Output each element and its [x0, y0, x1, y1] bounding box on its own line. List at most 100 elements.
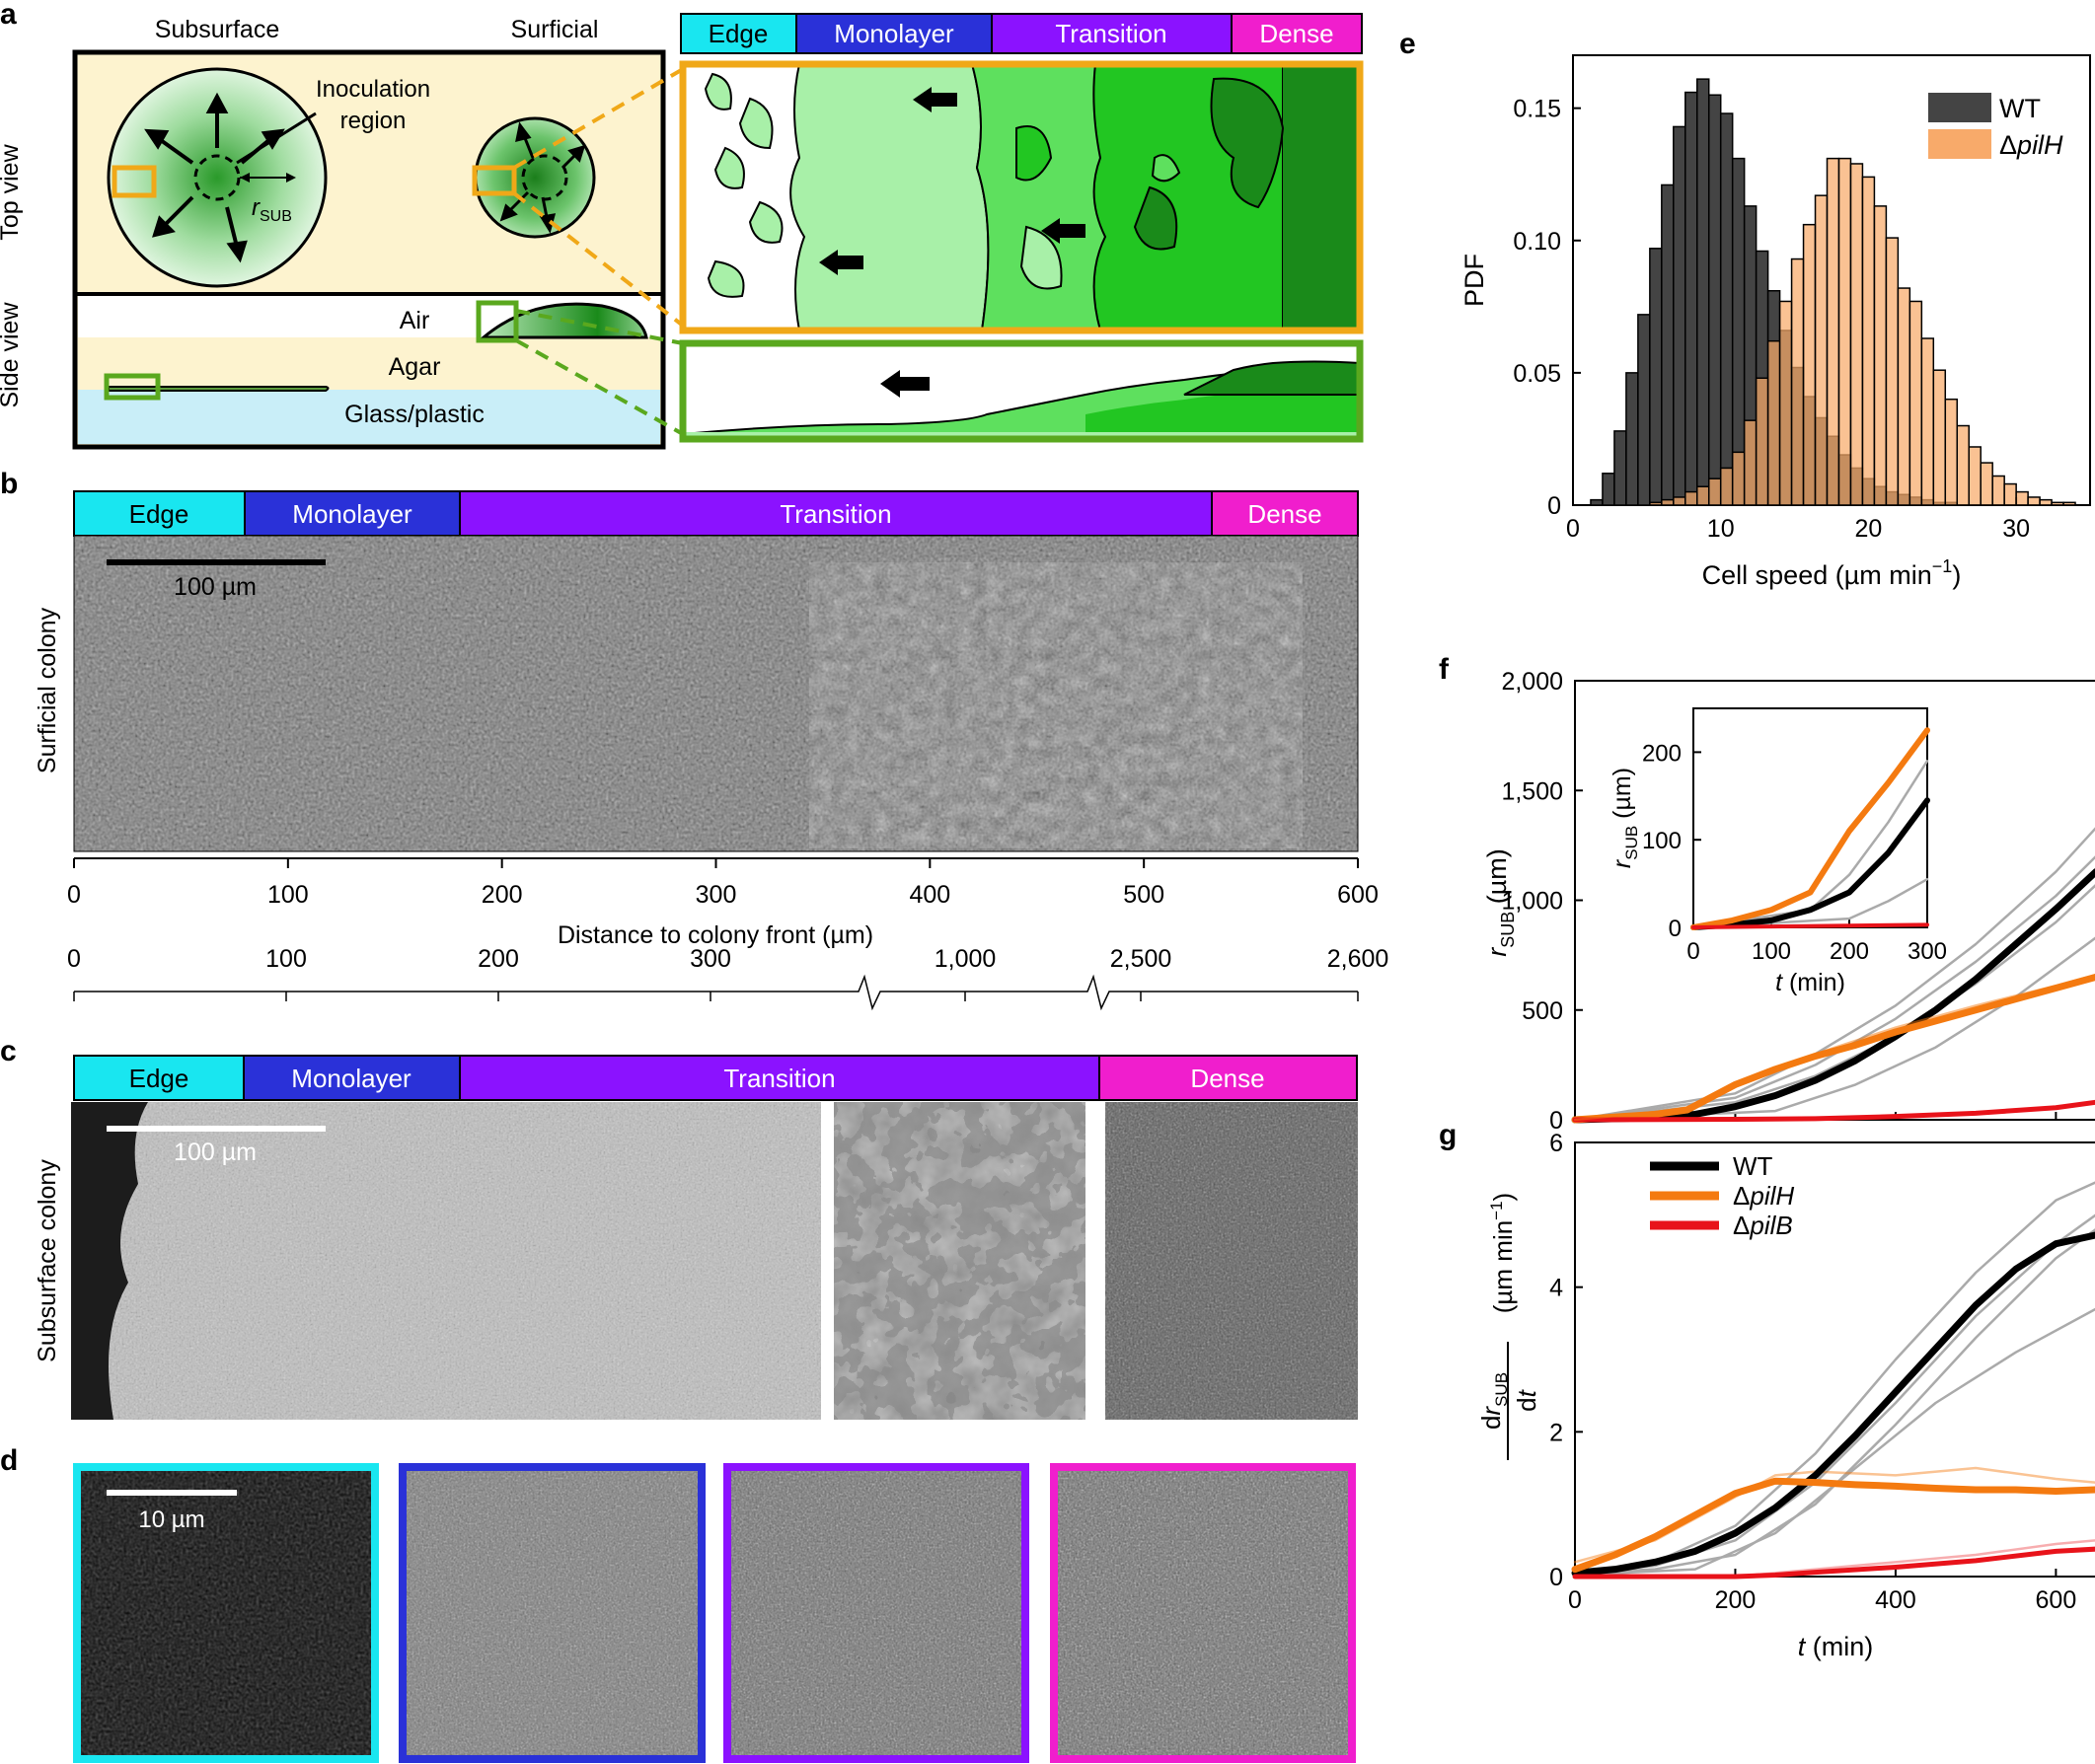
svg-text:Edge: Edge: [129, 499, 189, 529]
e-legend: WT ΔpilH: [1928, 93, 2063, 160]
hist-bar-pilh: [1649, 501, 1663, 506]
f-replicate-trace: [1573, 855, 2095, 1122]
svg-text:Side view: Side view: [0, 302, 24, 408]
y-tick-label: 100: [1642, 828, 1682, 854]
broken-tick-label: 0: [67, 945, 81, 973]
b-axis-ticks: 0 100 200 300 400 500 600: [67, 858, 1379, 909]
x-tick-label: 200: [1830, 938, 1869, 965]
b-tick-label: 600: [1337, 881, 1379, 909]
hist-bar-wt: [1696, 78, 1710, 506]
b-tick-label: 400: [909, 881, 950, 909]
inset-line-pilh: [1690, 727, 1930, 930]
panel-label-g: g: [1439, 1119, 1457, 1151]
side-view-label: Side view: [0, 302, 24, 408]
y-tick-label: 2,000: [1501, 668, 1563, 696]
hist-bar-pilh: [1908, 300, 1923, 506]
surficial-colony-label: Surficial colony: [34, 607, 61, 773]
subsurface-zoom-box: [112, 165, 157, 198]
x-tick-label: 0: [1566, 515, 1580, 543]
svg-text:Subsurface colony: Subsurface colony: [34, 1159, 61, 1362]
hist-bar-pilh: [1968, 446, 1982, 506]
y-tick-label: 0: [1669, 916, 1682, 942]
svg-text:dt: dt: [1512, 1388, 1541, 1411]
y-tick-label: 200: [1642, 740, 1682, 767]
zone-bar-a: Edge Monolayer Transition Dense: [680, 13, 1363, 54]
zone-dense-c: [1098, 1055, 1358, 1101]
hist-bar-pilh: [2027, 496, 2041, 506]
zone-edge-c: [73, 1055, 245, 1101]
top-view-label: Top view: [0, 143, 24, 240]
y-tick-label: 2: [1549, 1419, 1563, 1446]
b-tick-label: 0: [67, 881, 81, 909]
y-tick-label: 0.05: [1513, 360, 1561, 388]
zone-bar-c: Edge Monolayer Transition Dense: [73, 1055, 1358, 1101]
scalebar-c-label: 100 µm: [174, 1139, 257, 1166]
panel-c: Edge Monolayer Transition Dense 100 µm S…: [34, 1055, 1358, 1420]
x-tick-label: 300: [1908, 938, 1947, 965]
hist-bar-pilh: [1873, 205, 1888, 506]
svg-text:drSUB: drSUB: [1476, 1372, 1511, 1430]
svg-text:rSUB (µm): rSUB (µm): [1609, 768, 1641, 868]
y-tick-label: 1,000: [1501, 888, 1563, 916]
y-tick-label: 0: [1549, 1107, 1563, 1135]
zone-transition-a: [991, 13, 1233, 54]
svg-text:Edge: Edge: [709, 19, 769, 48]
hist-bar-pilh: [1719, 467, 1734, 506]
surficial-zoom-box: [472, 165, 517, 196]
surficial-colony-disc: [474, 116, 596, 239]
hist-bar-pilh: [1861, 176, 1876, 506]
svg-text:Dense: Dense: [1247, 499, 1321, 529]
scalebar-b: [107, 559, 326, 565]
hist-bar-pilh: [1849, 163, 1864, 506]
svg-text:Dense: Dense: [1259, 19, 1333, 48]
panel-a: Subsurface Surficial Top view Side view …: [0, 13, 1364, 450]
y-tick-label: 0: [1549, 1564, 1563, 1591]
x-tick-label: 400: [1875, 1586, 1916, 1614]
broken-tick-label: 100: [265, 945, 307, 973]
scalebar-d-label: 10 µm: [138, 1507, 204, 1533]
chart-g: 0 200 400 600 0 2 4 6 t (min) drSUB dt (µm min−1) WT…: [1476, 1130, 2095, 1661]
panel-label-a: a: [0, 0, 17, 31]
g-replicate-trace: [1573, 1307, 2095, 1577]
x-tick-label: 600: [2036, 1586, 2077, 1614]
chart-f: 0 500 1,000 1,500 2,000 rSUB (µm) 0 100 200 300 0 1…: [1482, 668, 2095, 1135]
glass-label: Glass/plastic: [344, 401, 485, 428]
broken-tick-label: 2,600: [1327, 945, 1389, 973]
legend-label-wt: WT: [1999, 94, 2041, 123]
hist-bar-pilh: [1778, 300, 1793, 506]
svg-text:Surficial colony: Surficial colony: [34, 607, 61, 773]
legend-label-pilh: ΔpilH: [1999, 130, 2063, 160]
hist-bar-pilh: [1755, 377, 1769, 506]
side-zoom-schematic: [679, 339, 1364, 443]
zone-transition-c: [459, 1055, 1100, 1101]
zone-monolayer-a: [795, 13, 993, 54]
svg-text:Monolayer: Monolayer: [291, 1064, 412, 1093]
hist-bar-pilh: [1920, 337, 1935, 506]
hist-bar-pilh: [1696, 485, 1710, 506]
svg-text:Monolayer: Monolayer: [292, 499, 412, 529]
svg-text:Edge: Edge: [129, 1064, 189, 1093]
hist-bar-wt: [1602, 473, 1615, 506]
hist-bar-wt: [1649, 248, 1663, 506]
svg-text:Transition: Transition: [1055, 19, 1166, 48]
side-zoom-frame: [679, 339, 1364, 443]
broken-tick-label: 300: [690, 945, 731, 973]
hist-bar-pilh: [1766, 339, 1781, 506]
f-line-pilb: [1572, 1099, 2095, 1123]
hist-bar-pilh: [2003, 482, 2017, 506]
hist-bar-pilh: [1837, 157, 1852, 506]
svg-text:Dense: Dense: [1190, 1064, 1264, 1093]
legend-swatch-wt: [1928, 93, 1991, 122]
hist-bar-pilh: [2051, 501, 2064, 506]
y-tick-label: 6: [1549, 1130, 1563, 1157]
glass-layer: [78, 390, 660, 444]
b-tick-label: 200: [482, 881, 523, 909]
hist-bar-pilh: [1731, 451, 1746, 506]
legend-swatch-pilh: [1928, 129, 1991, 159]
hist-bar-wt: [1661, 184, 1675, 506]
b-xlabel: Distance to colony front (µm): [558, 921, 873, 949]
plot-frame: [1574, 1141, 2095, 1578]
panel-b: Edge Monolayer Transition Dense 100 µm S…: [34, 490, 1379, 949]
